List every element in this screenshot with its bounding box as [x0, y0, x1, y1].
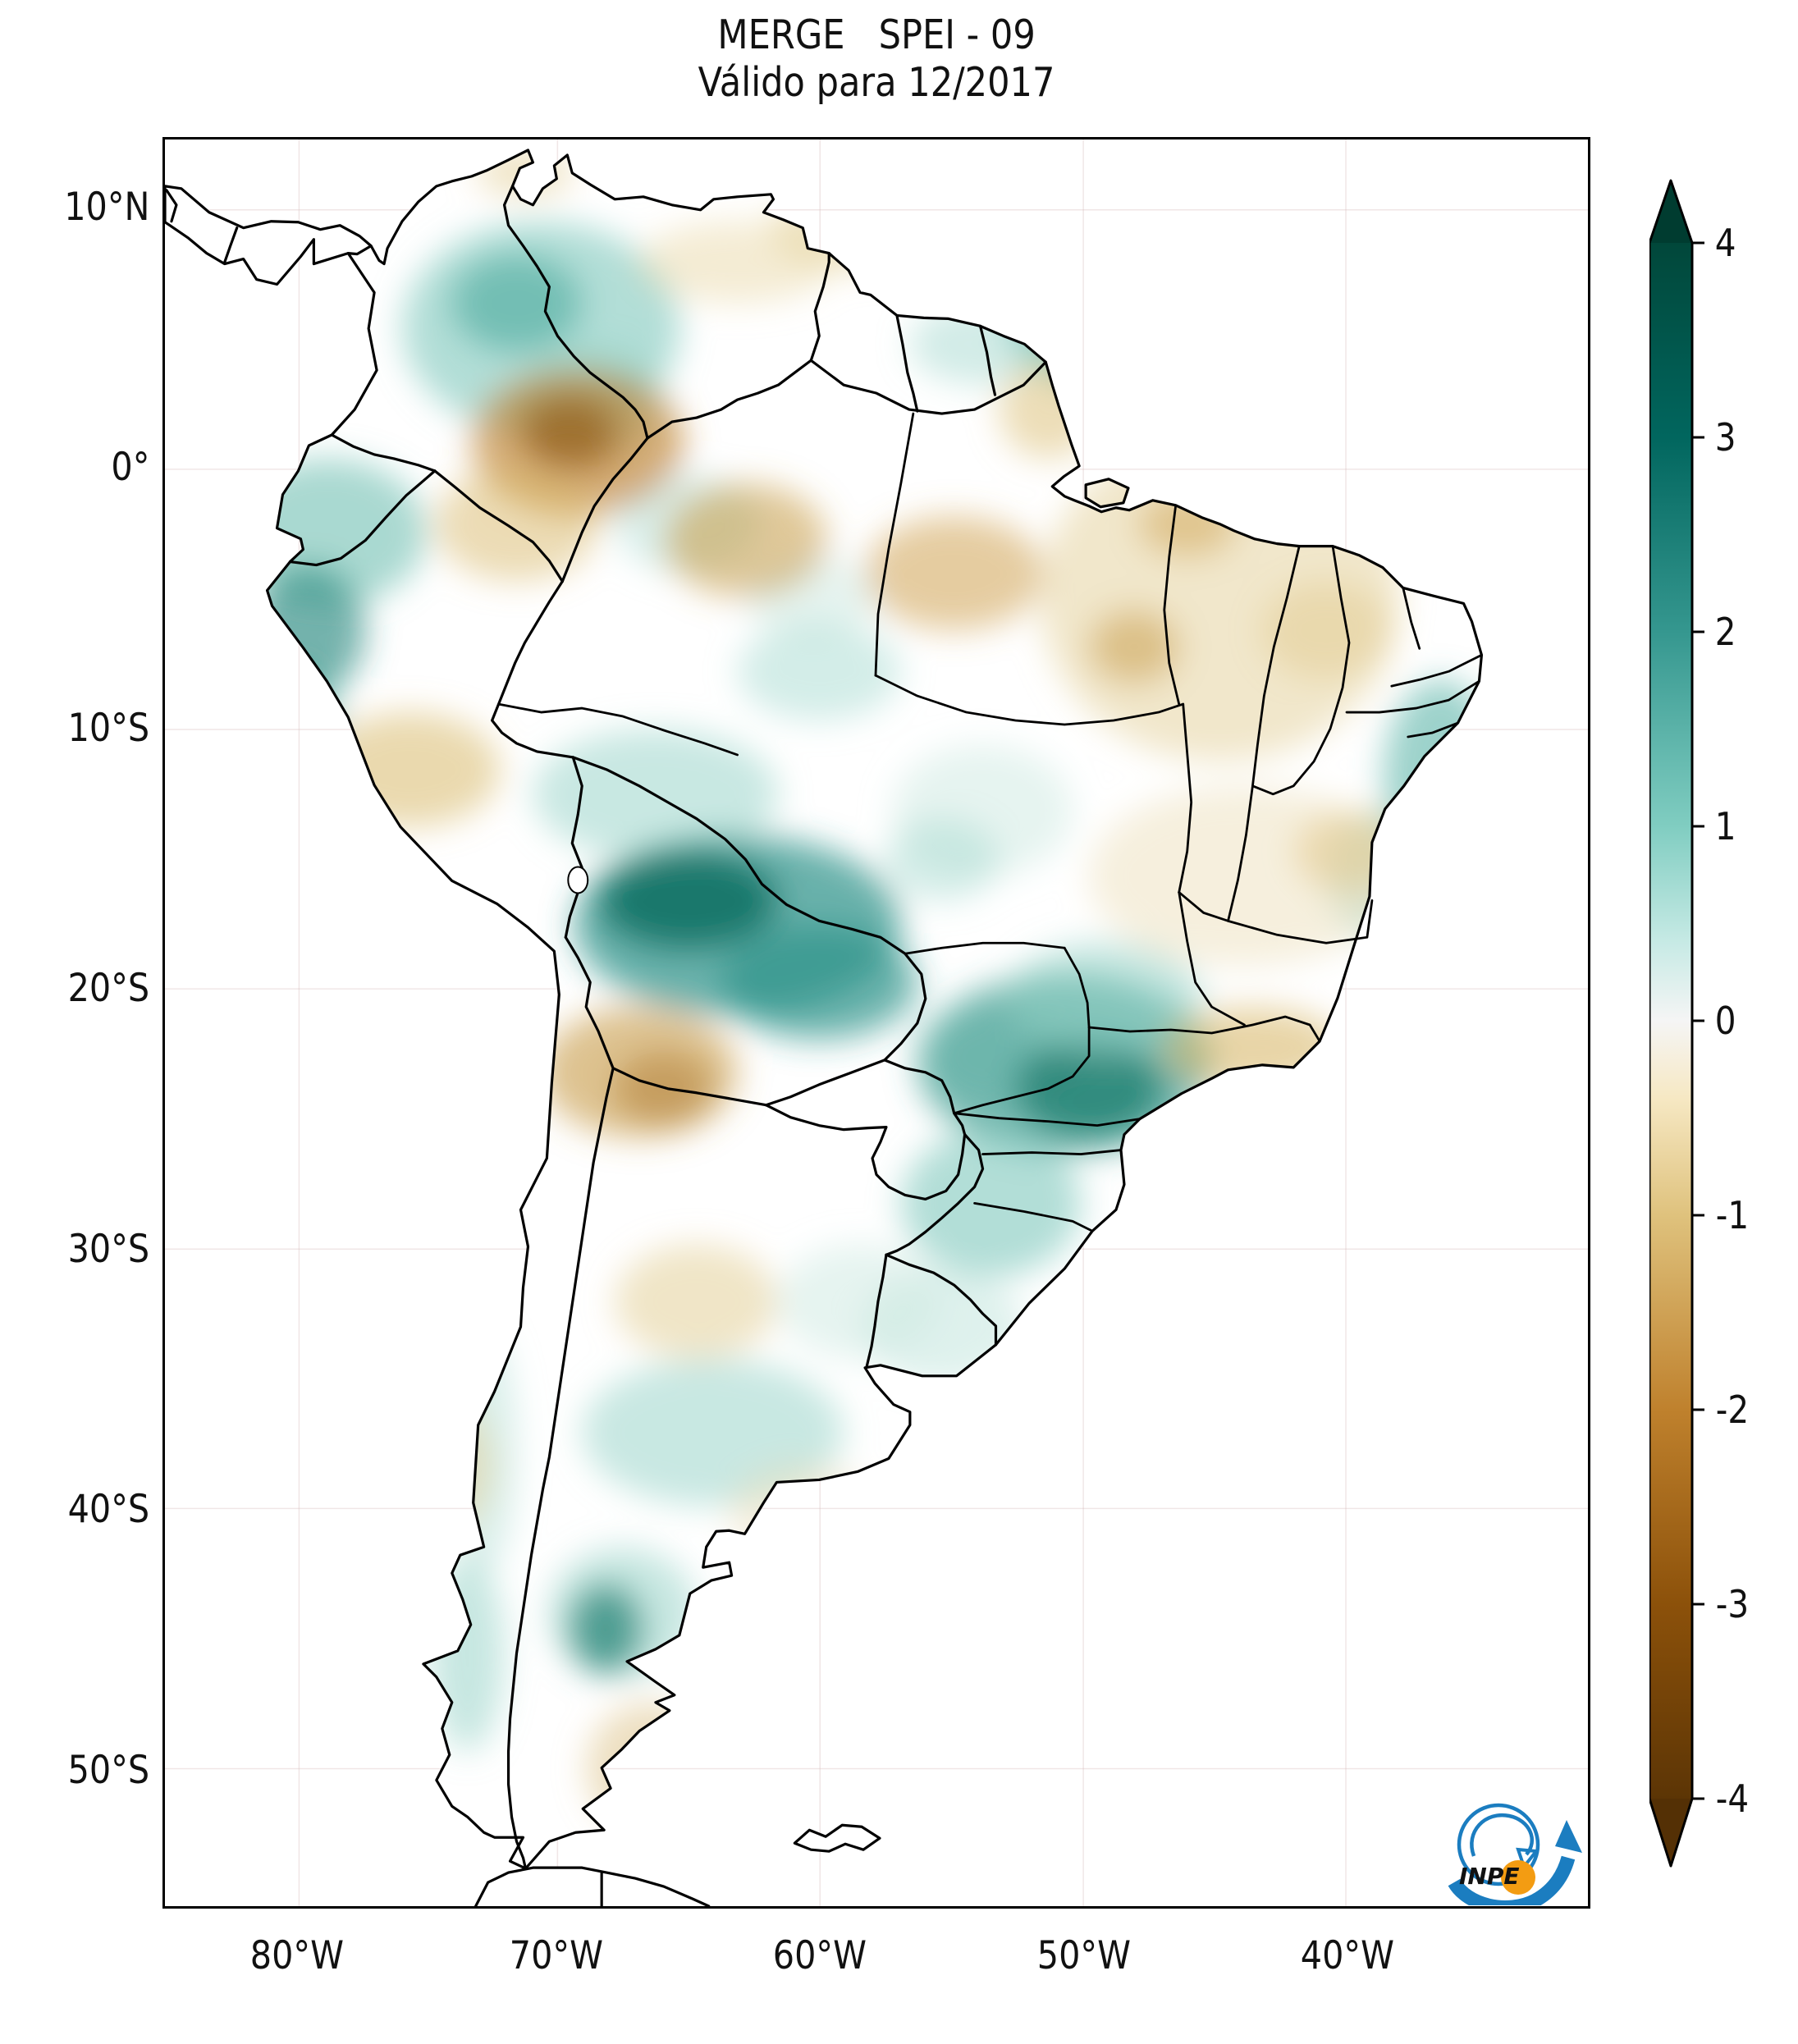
- colorbar: [1648, 179, 1715, 1869]
- lat-tick-label: 20°S: [0, 964, 149, 1013]
- country-borders: [165, 149, 1484, 1906]
- lat-tick-label: 50°S: [0, 1746, 149, 1795]
- colorbar-arrow-top: [1649, 181, 1692, 243]
- colorbar-tick-marks: [1692, 241, 1704, 1800]
- lat-tick-text: 10°S: [67, 706, 149, 751]
- lat-tick-text: 30°S: [67, 1227, 149, 1272]
- colorbar-tick-label: 4: [1713, 220, 1796, 266]
- inpe-logo: INPE: [1438, 1794, 1582, 1915]
- colorbar-tick-label: -2: [1713, 1387, 1796, 1433]
- tierra-del-fuego: [474, 1866, 711, 1906]
- logo-spiral-arrowhead-icon: [1516, 1847, 1540, 1871]
- inpe-logo-graphic: INPE: [1448, 1803, 1582, 1915]
- lon-tick-label: 60°W: [721, 1930, 918, 1982]
- lat-tick-text: 10°N: [63, 185, 149, 230]
- colorbar-tick-text: 3: [1714, 415, 1736, 460]
- lon-tick-label: 50°W: [986, 1930, 1183, 1982]
- colorbar-tick-text: 0: [1714, 999, 1736, 1043]
- colorbar-tick-text: 1: [1714, 804, 1736, 848]
- logo-orange-dot-icon: [1501, 1860, 1535, 1895]
- colorbar-gradient: [1648, 179, 1704, 1868]
- figure-subtitle-text: Válido para 12/2017: [698, 59, 1055, 106]
- marajo-island: [1084, 478, 1130, 509]
- south-america-spei-map: [165, 139, 1588, 1906]
- colorbar-tick-label: 2: [1713, 609, 1796, 655]
- colorbar-tick-label: -3: [1713, 1581, 1796, 1627]
- colorbar-tick-text: -3: [1715, 1582, 1750, 1626]
- colorbar-tick-text: -4: [1715, 1776, 1750, 1821]
- lon-tick-label: 80°W: [199, 1930, 396, 1982]
- map-panel: [162, 137, 1590, 1909]
- lat-tick-text: 40°S: [67, 1487, 149, 1532]
- lat-tick-text: 50°S: [67, 1748, 149, 1793]
- falkland-islands: [793, 1823, 881, 1853]
- logo-arrowhead-icon: [1555, 1820, 1582, 1853]
- lat-tick-label: 10°N: [0, 183, 149, 232]
- logo-circle-icon: [1457, 1803, 1540, 1886]
- lon-tick-text: 70°W: [509, 1933, 604, 1978]
- lake-titicaca: [567, 866, 589, 894]
- lon-tick-text: 80°W: [249, 1933, 345, 1978]
- logo-swoosh-arrow-icon: [1448, 1855, 1576, 1915]
- lat-tick-label: 10°S: [0, 704, 149, 753]
- colorbar-tick-label: 3: [1713, 414, 1796, 460]
- logo-wordmark: INPE: [1459, 1863, 1520, 1890]
- colorbar-tick-text: -2: [1715, 1388, 1750, 1432]
- colorbar-tick-label: -1: [1713, 1192, 1796, 1238]
- lon-tick-label: 70°W: [458, 1930, 655, 1982]
- colorbar-tick-text: 4: [1714, 221, 1736, 265]
- coastline: [165, 149, 1484, 1870]
- lon-tick-text: 50°W: [1036, 1933, 1132, 1978]
- lon-tick-text: 40°W: [1300, 1933, 1395, 1978]
- colorbar-bar: [1649, 243, 1692, 1799]
- colorbar-tick-label: 1: [1713, 803, 1796, 849]
- colorbar-tick-text: -1: [1715, 1193, 1750, 1237]
- logo-spiral-icon: [1470, 1813, 1535, 1857]
- lat-tick-text: 20°S: [67, 966, 149, 1011]
- lat-tick-label: 40°S: [0, 1485, 149, 1534]
- figure-subtitle: Válido para 12/2017: [162, 59, 1590, 107]
- figure-title-text: MERGE SPEI - 09: [717, 11, 1036, 58]
- lon-tick-text: 60°W: [772, 1933, 867, 1978]
- spei-anomaly-field: [165, 149, 1482, 1906]
- lat-tick-label: 0°: [0, 443, 149, 492]
- lat-tick-label: 30°S: [0, 1225, 149, 1274]
- colorbar-arrow-bottom: [1649, 1799, 1692, 1866]
- lat-tick-text: 0°: [111, 445, 149, 490]
- state-borders: [497, 412, 1483, 1232]
- figure-title: MERGE SPEI - 09: [162, 11, 1590, 59]
- colorbar-tick-text: 2: [1714, 610, 1736, 654]
- colorbar-tick-label: -4: [1713, 1776, 1796, 1822]
- lon-tick-label: 40°W: [1249, 1930, 1446, 1982]
- colorbar-tick-label: 0: [1713, 998, 1796, 1044]
